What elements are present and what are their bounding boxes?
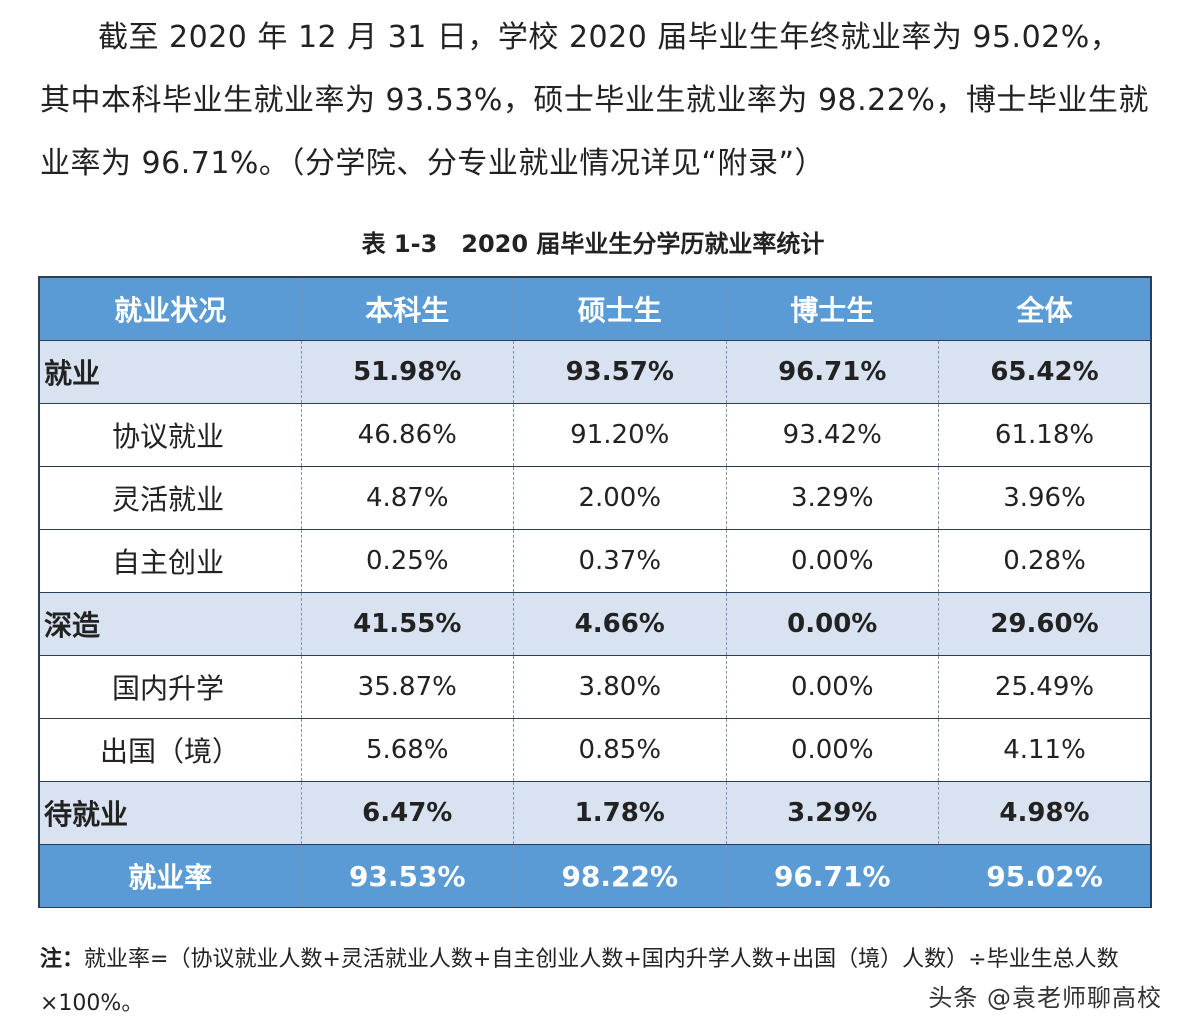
table-cell: 2.00%	[513, 466, 727, 530]
table-row-self-employed: 自主创业 0.25% 0.37% 0.00% 0.28%	[38, 529, 1152, 593]
row-label: 国内升学	[38, 655, 302, 719]
table-cell: 41.55%	[300, 592, 514, 656]
watermark: 头条 @袁老师聊高校	[928, 984, 1162, 1012]
table-cell: 0.00%	[725, 592, 939, 656]
table-cell: 3.96%	[938, 466, 1152, 530]
note-prefix: 注：	[40, 947, 85, 972]
table-row-abroad: 出国（境） 5.68% 0.85% 0.00% 4.11%	[38, 718, 1152, 782]
table-note: 注：就业率=（协议就业人数+灵活就业人数+自主创业人数+国内升学人数+出国（境）…	[40, 938, 1150, 1026]
table-cell: 96.71%	[725, 844, 939, 908]
intro-paragraph: 截至 2020 年 12 月 31 日，学校 2020 届毕业生年终就业率为 9…	[40, 6, 1150, 195]
table-row-employment-rate: 就业率 93.53% 98.22% 96.71% 95.02%	[38, 844, 1152, 908]
table-caption: 表 1-3 2020 届毕业生分学历就业率统计	[361, 230, 825, 258]
table-row-flexible: 灵活就业 4.87% 2.00% 3.29% 3.96%	[38, 466, 1152, 530]
table-cell: 98.22%	[513, 844, 727, 908]
row-label: 就业	[38, 340, 302, 404]
employment-rate-table: 就业状况 本科生 硕士生 博士生 全体 就业 51.98% 93.57% 96.…	[38, 276, 1152, 908]
table-cell: 3.80%	[513, 655, 727, 719]
table-header-row: 就业状况 本科生 硕士生 博士生 全体	[38, 277, 1152, 341]
table-cell: 93.42%	[725, 403, 939, 467]
table-cell: 4.11%	[938, 718, 1152, 782]
table-cell: 96.71%	[725, 340, 939, 404]
table-row-agreement: 协议就业 46.86% 91.20% 93.42% 61.18%	[38, 403, 1152, 467]
row-label: 协议就业	[38, 403, 302, 467]
row-label: 出国（境）	[38, 718, 302, 782]
note-text: 就业率=（协议就业人数+灵活就业人数+自主创业人数+国内升学人数+出国（境）人数…	[40, 947, 1119, 1016]
table-cell: 51.98%	[300, 340, 514, 404]
row-label: 深造	[38, 592, 302, 656]
row-label: 自主创业	[38, 529, 302, 593]
table-cell: 4.66%	[513, 592, 727, 656]
table-cell: 6.47%	[300, 781, 514, 845]
table-cell: 1.78%	[513, 781, 727, 845]
table-cell: 4.98%	[938, 781, 1152, 845]
table-cell: 61.18%	[938, 403, 1152, 467]
table-cell: 46.86%	[300, 403, 514, 467]
header-undergrad: 本科生	[300, 277, 514, 341]
table-cell: 65.42%	[938, 340, 1152, 404]
table-cell: 0.25%	[300, 529, 514, 593]
table-row-domestic-study: 国内升学 35.87% 3.80% 0.00% 25.49%	[38, 655, 1152, 719]
table-cell: 29.60%	[938, 592, 1152, 656]
row-label: 就业率	[38, 844, 302, 908]
intro-text: 截至 2020 年 12 月 31 日，学校 2020 届毕业生年终就业率为 9…	[40, 20, 1149, 181]
table-cell: 0.85%	[513, 718, 727, 782]
table-cell: 0.00%	[725, 529, 939, 593]
table-cell: 0.00%	[725, 655, 939, 719]
table-cell: 5.68%	[300, 718, 514, 782]
table-cell: 93.53%	[300, 844, 514, 908]
row-label: 灵活就业	[38, 466, 302, 530]
table-cell: 0.28%	[938, 529, 1152, 593]
header-all: 全体	[938, 277, 1152, 341]
table-cell: 4.87%	[300, 466, 514, 530]
header-status: 就业状况	[38, 277, 302, 341]
table-row-pending: 待就业 6.47% 1.78% 3.29% 4.98%	[38, 781, 1152, 845]
table-row-further-study: 深造 41.55% 4.66% 0.00% 29.60%	[38, 592, 1152, 656]
table-cell: 91.20%	[513, 403, 727, 467]
table-row-employed: 就业 51.98% 93.57% 96.71% 65.42%	[38, 340, 1152, 404]
table-cell: 3.29%	[725, 466, 939, 530]
header-doctor: 博士生	[725, 277, 939, 341]
table-cell: 95.02%	[938, 844, 1152, 908]
table-cell: 35.87%	[300, 655, 514, 719]
table-cell: 0.37%	[513, 529, 727, 593]
header-master: 硕士生	[513, 277, 727, 341]
table-cell: 3.29%	[725, 781, 939, 845]
table-cell: 0.00%	[725, 718, 939, 782]
table-cell: 93.57%	[513, 340, 727, 404]
row-label: 待就业	[38, 781, 302, 845]
table-cell: 25.49%	[938, 655, 1152, 719]
